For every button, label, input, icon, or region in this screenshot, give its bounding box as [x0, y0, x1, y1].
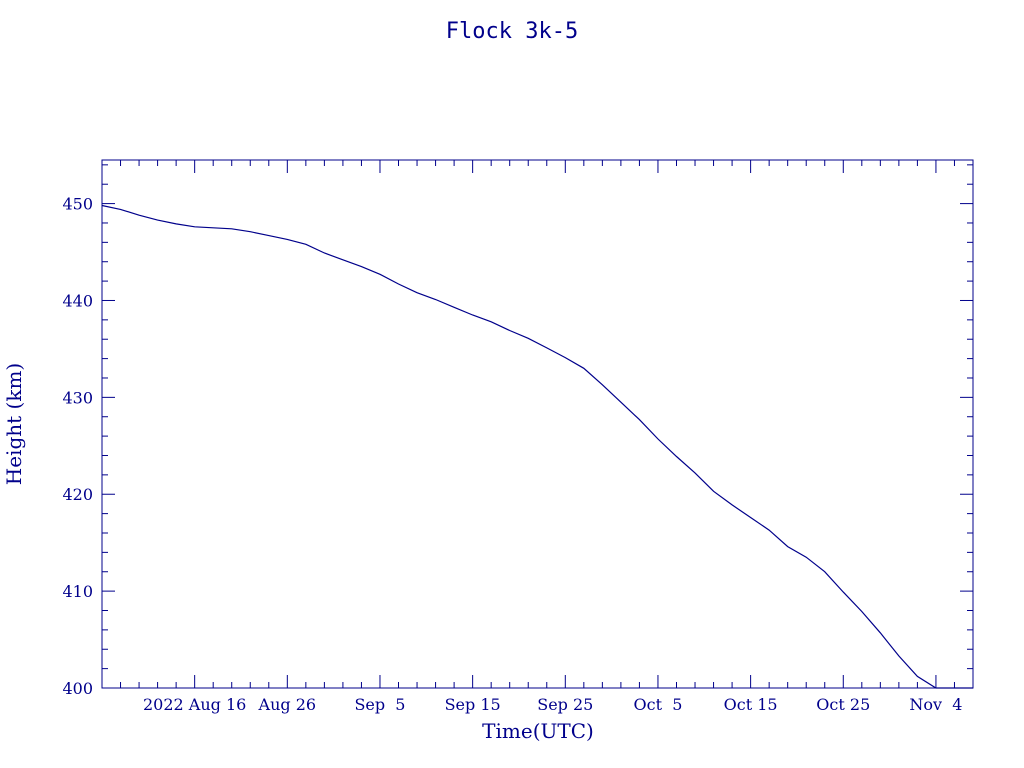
y-axis: 400 410 420 430 440 450	[62, 164, 973, 698]
y-tick-label: 420	[62, 485, 93, 504]
x-tick-label: Aug 26	[258, 695, 317, 714]
x-axis-label: Time(UTC)	[482, 719, 594, 743]
x-tick-label: Nov 4	[909, 695, 962, 714]
y-tick-label: 440	[62, 291, 93, 310]
plot-frame	[101, 159, 974, 689]
y-axis-label: Height (km)	[2, 363, 26, 485]
x-tick-label: Oct 25	[816, 695, 870, 714]
x-tick-label: Sep 25	[537, 695, 593, 714]
y-tick-label: 430	[62, 388, 93, 407]
plot-area-border	[101, 159, 974, 689]
y-tick-label: 450	[62, 195, 93, 214]
x-axis: 2022 Aug 16 Aug 26 Sep 5 Sep 15 Sep 25 Oct 5 O…	[101, 160, 974, 714]
y-tick-label: 410	[62, 582, 93, 601]
x-tick-label: 2022 Aug 16	[143, 695, 246, 714]
x-tick-label: Oct 15	[724, 695, 778, 714]
y-tick-label: 400	[62, 679, 93, 698]
height-series-line	[101, 204, 973, 689]
chart-title: Flock 3k-5	[446, 19, 578, 44]
x-tick-label: Sep 5	[354, 695, 405, 714]
series-layer	[101, 204, 973, 689]
x-tick-label: Oct 5	[634, 695, 683, 714]
x-tick-label: Sep 15	[445, 695, 501, 714]
